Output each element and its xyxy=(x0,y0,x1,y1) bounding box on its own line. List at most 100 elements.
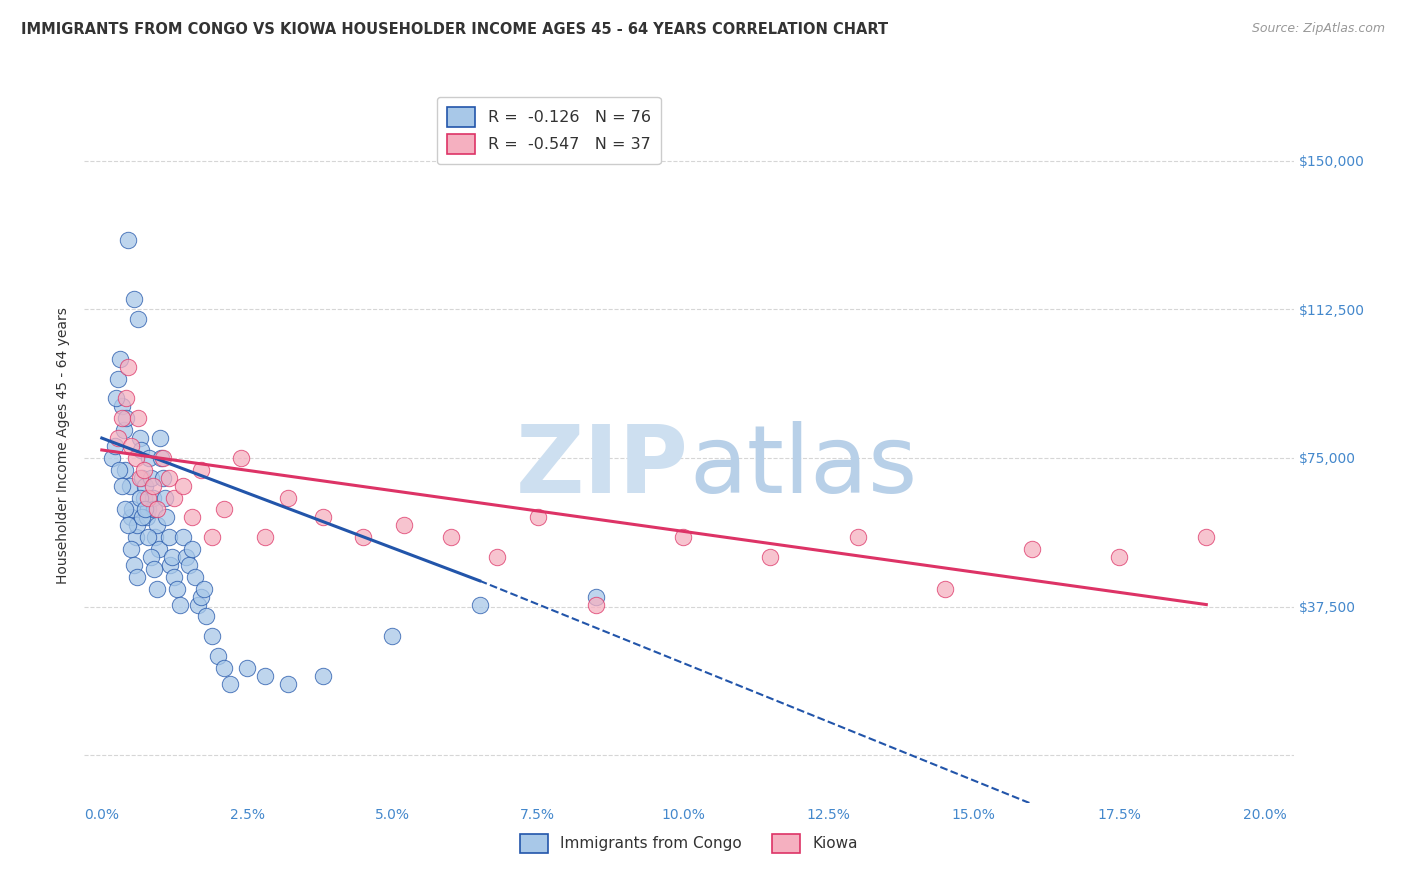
Point xyxy=(115,411,138,425)
Point xyxy=(105,392,128,406)
Point xyxy=(128,471,150,485)
Point xyxy=(132,491,155,505)
Point xyxy=(120,439,142,453)
Point xyxy=(207,649,229,664)
Point xyxy=(146,518,169,533)
Point xyxy=(104,439,127,453)
Point xyxy=(136,491,159,505)
Point xyxy=(142,491,165,505)
Point xyxy=(201,629,224,643)
Text: ZIP: ZIP xyxy=(516,421,689,514)
Point xyxy=(392,518,415,533)
Point xyxy=(134,478,156,492)
Point xyxy=(111,411,134,425)
Point xyxy=(125,570,148,584)
Point xyxy=(124,450,146,465)
Point xyxy=(759,549,782,564)
Point xyxy=(128,491,150,505)
Point xyxy=(143,502,166,516)
Point xyxy=(236,661,259,675)
Point xyxy=(127,312,149,326)
Point xyxy=(212,661,235,675)
Legend: Immigrants from Congo, Kiowa: Immigrants from Congo, Kiowa xyxy=(515,828,863,859)
Point xyxy=(218,677,240,691)
Point xyxy=(468,598,491,612)
Point xyxy=(527,510,550,524)
Point xyxy=(120,510,142,524)
Point xyxy=(134,502,156,516)
Point xyxy=(486,549,509,564)
Point xyxy=(672,530,695,544)
Point xyxy=(184,570,207,584)
Point xyxy=(159,558,181,572)
Point xyxy=(157,471,180,485)
Point xyxy=(136,530,159,544)
Point xyxy=(312,669,335,683)
Text: Source: ZipAtlas.com: Source: ZipAtlas.com xyxy=(1251,22,1385,36)
Text: atlas: atlas xyxy=(689,421,917,514)
Point xyxy=(172,530,194,544)
Point xyxy=(107,371,129,385)
Point xyxy=(146,582,169,596)
Point xyxy=(231,450,253,465)
Point xyxy=(121,502,143,516)
Point xyxy=(212,502,235,516)
Point xyxy=(138,450,160,465)
Point xyxy=(152,450,174,465)
Point xyxy=(110,351,132,366)
Point xyxy=(585,598,607,612)
Point xyxy=(169,598,191,612)
Point xyxy=(111,400,134,414)
Point xyxy=(114,463,136,477)
Point xyxy=(934,582,956,596)
Point xyxy=(120,542,142,557)
Point xyxy=(131,471,153,485)
Point xyxy=(163,491,186,505)
Point xyxy=(122,293,145,307)
Point xyxy=(190,463,212,477)
Point xyxy=(112,423,135,437)
Point xyxy=(174,549,197,564)
Point xyxy=(157,530,180,544)
Point xyxy=(180,510,202,524)
Point xyxy=(190,590,212,604)
Point xyxy=(127,411,149,425)
Point xyxy=(153,491,176,505)
Point xyxy=(1021,542,1043,557)
Point xyxy=(846,530,869,544)
Point xyxy=(172,478,194,492)
Point xyxy=(187,598,209,612)
Point xyxy=(312,510,335,524)
Point xyxy=(152,471,174,485)
Point xyxy=(352,530,374,544)
Point xyxy=(117,233,139,247)
Point xyxy=(131,442,153,457)
Point xyxy=(155,510,177,524)
Point xyxy=(117,359,139,374)
Point xyxy=(253,530,276,544)
Y-axis label: Householder Income Ages 45 - 64 years: Householder Income Ages 45 - 64 years xyxy=(56,308,70,584)
Point xyxy=(117,518,139,533)
Point xyxy=(277,491,299,505)
Point xyxy=(146,502,169,516)
Point xyxy=(132,463,155,477)
Point xyxy=(195,609,218,624)
Point xyxy=(114,502,136,516)
Point xyxy=(1108,549,1130,564)
Point xyxy=(131,510,153,524)
Point xyxy=(150,450,173,465)
Point xyxy=(166,582,188,596)
Point xyxy=(111,478,134,492)
Point xyxy=(1195,530,1218,544)
Point xyxy=(253,669,276,683)
Point xyxy=(160,549,183,564)
Point xyxy=(141,471,163,485)
Point xyxy=(143,530,166,544)
Text: IMMIGRANTS FROM CONGO VS KIOWA HOUSEHOLDER INCOME AGES 45 - 64 YEARS CORRELATION: IMMIGRANTS FROM CONGO VS KIOWA HOUSEHOLD… xyxy=(21,22,889,37)
Point xyxy=(136,502,159,516)
Point xyxy=(118,478,141,492)
Point xyxy=(585,590,607,604)
Point xyxy=(142,478,165,492)
Point xyxy=(381,629,404,643)
Point xyxy=(141,549,163,564)
